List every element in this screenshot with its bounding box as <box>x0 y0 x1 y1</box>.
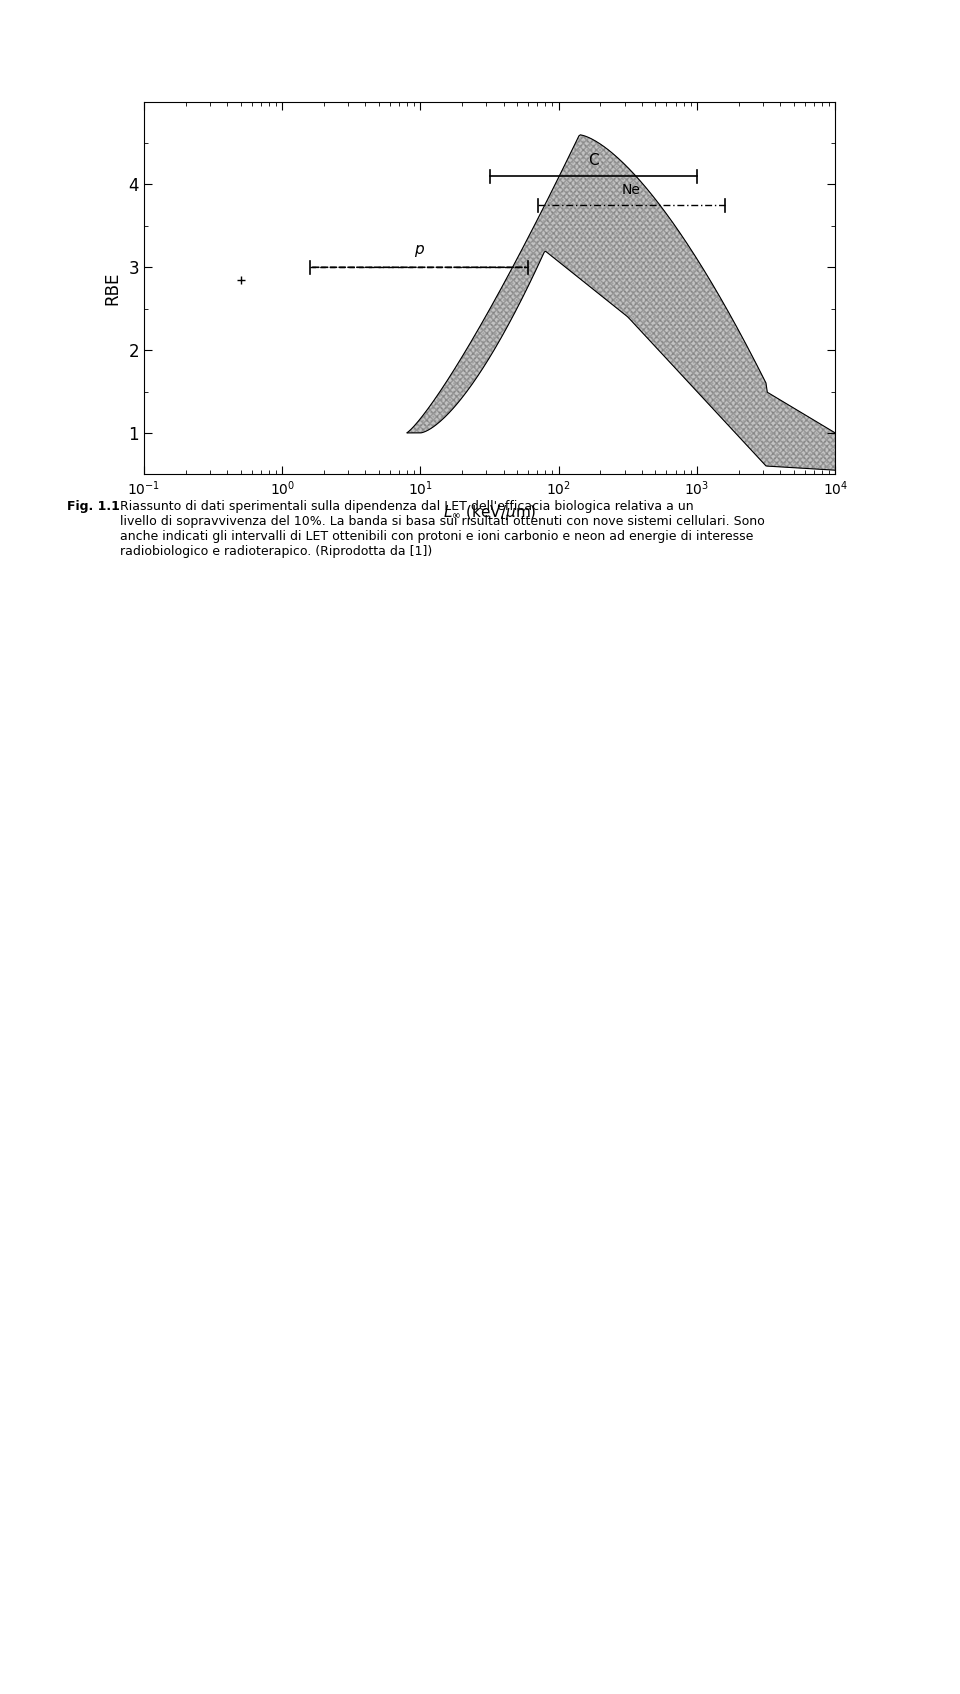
Text: Fig. 1.1: Fig. 1.1 <box>67 500 120 513</box>
Text: Ne: Ne <box>622 183 640 197</box>
Text: p: p <box>415 242 424 257</box>
X-axis label: $L_\infty$ (keV/$\mu$m): $L_\infty$ (keV/$\mu$m) <box>443 503 537 522</box>
Text: C: C <box>588 152 599 168</box>
Y-axis label: RBE: RBE <box>104 271 122 305</box>
Text: Riassunto di dati sperimentali sulla dipendenza dal LET dell'efficacia biologica: Riassunto di dati sperimentali sulla dip… <box>120 500 765 557</box>
